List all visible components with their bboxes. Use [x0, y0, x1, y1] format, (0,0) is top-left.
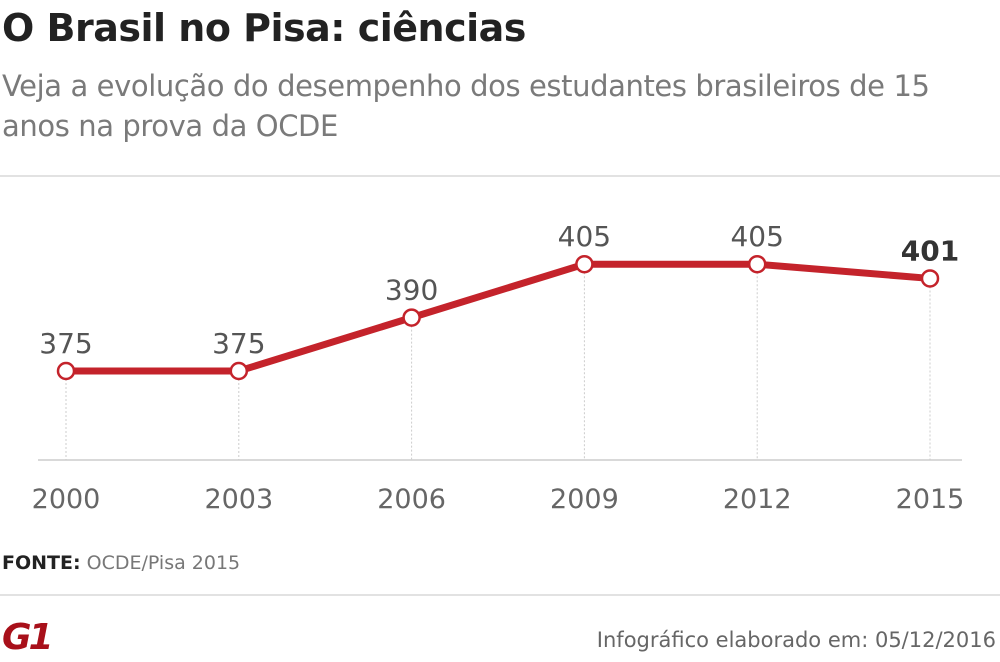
- data-label: 375: [39, 327, 92, 360]
- data-point: [402, 308, 421, 327]
- x-tick-label: 2006: [377, 484, 446, 515]
- divider: [0, 594, 1000, 596]
- source-text: OCDE/Pisa 2015: [86, 552, 241, 574]
- data-point: [920, 269, 940, 288]
- credit: Infográfico elaborado em: 05/12/2016: [596, 628, 996, 652]
- x-tick-label: 2015: [896, 484, 965, 515]
- g1-logo: G1: [2, 617, 54, 658]
- x-tick-label: 2012: [723, 484, 792, 515]
- data-point: [747, 254, 767, 274]
- x-tick-label: 2003: [204, 484, 273, 515]
- line-chart: 375 2000 375 2003 390 2006 405 2009 405 2012 401 20…: [32, 220, 965, 515]
- data-label: 405: [730, 220, 783, 253]
- data-label: 401: [901, 234, 959, 267]
- data-label: 375: [212, 327, 265, 360]
- x-tick-label: 2000: [32, 484, 101, 515]
- data-label: 390: [385, 274, 438, 307]
- data-point: [575, 254, 594, 274]
- x-tick-label: 2009: [550, 484, 619, 515]
- source-label: FONTE:: [2, 552, 81, 574]
- chart-title: O Brasil no Pisa: ciências: [2, 6, 526, 50]
- data-point: [229, 361, 249, 381]
- source-note: FONTE: OCDE/Pisa 2015: [2, 552, 240, 574]
- data-label: 405: [558, 220, 611, 253]
- series-line: [66, 260, 931, 375]
- data-point: [56, 361, 76, 381]
- chart-subtitle: Veja a evolução do desempenho dos estuda…: [2, 69, 930, 143]
- divider: [0, 175, 1000, 177]
